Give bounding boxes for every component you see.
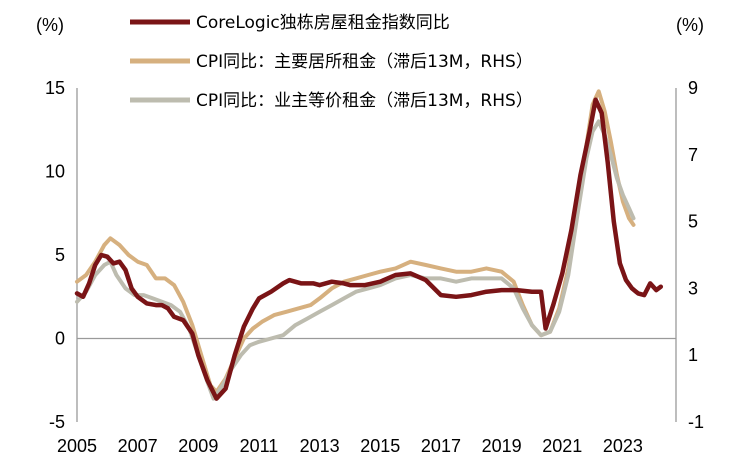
legend: CoreLogic独栋房屋租金指数同比 CPI同比：主要居所租金（滞后13M，R…	[130, 13, 533, 111]
series-layer	[74, 89, 664, 401]
x-tick-label: 2005	[57, 436, 97, 456]
legend-label-primary-rent: CPI同比：主要居所租金（滞后13M，RHS）	[196, 52, 533, 72]
series-line-corelogic	[74, 97, 664, 401]
legend-label-corelogic: CoreLogic独栋房屋租金指数同比	[196, 13, 450, 33]
x-tick-label: 2013	[300, 436, 340, 456]
series-line-oer	[75, 119, 636, 401]
legend-item-oer: CPI同比：业主等价租金（滞后13M，RHS）	[130, 91, 533, 111]
y-left-tick-label: 10	[45, 162, 65, 182]
series-line-primary-rent	[75, 89, 636, 394]
x-tick-label: 2019	[482, 436, 522, 456]
y-right-tick-label: 7	[688, 145, 698, 165]
right-unit-label: (%)	[676, 15, 704, 35]
y-left-tick-label: 0	[55, 329, 65, 349]
x-tick-label: 2009	[178, 436, 218, 456]
x-tick-label: 2021	[542, 436, 582, 456]
x-tick-label: 2015	[360, 436, 400, 456]
left-unit-label: (%)	[36, 15, 64, 35]
legend-label-oer: CPI同比：业主等价租金（滞后13M，RHS）	[196, 91, 533, 111]
y-left-tick-label: 15	[45, 78, 65, 98]
y-right-tick-label: 5	[688, 212, 698, 232]
y-right-tick-label: 9	[688, 78, 698, 98]
y-left-tick-label: 5	[55, 245, 65, 265]
x-tick-label: 2007	[118, 436, 158, 456]
x-tick-label: 2017	[421, 436, 461, 456]
legend-item-corelogic: CoreLogic独栋房屋租金指数同比	[130, 13, 450, 33]
axes: 15 10 5 0 -5 9 7 5 3 1 -1 2005 2007 2009 2011 2013 2015 2…	[45, 78, 704, 456]
y-right-tick-label: 3	[688, 278, 698, 298]
x-tick-label: 2023	[603, 436, 643, 456]
y-right-tick-label: 1	[688, 345, 698, 365]
y-right-tick-label: -1	[688, 412, 704, 432]
x-tick-label: 2011	[240, 436, 279, 456]
y-left-tick-label: -5	[49, 412, 65, 432]
legend-item-primary-rent: CPI同比：主要居所租金（滞后13M，RHS）	[130, 52, 533, 72]
